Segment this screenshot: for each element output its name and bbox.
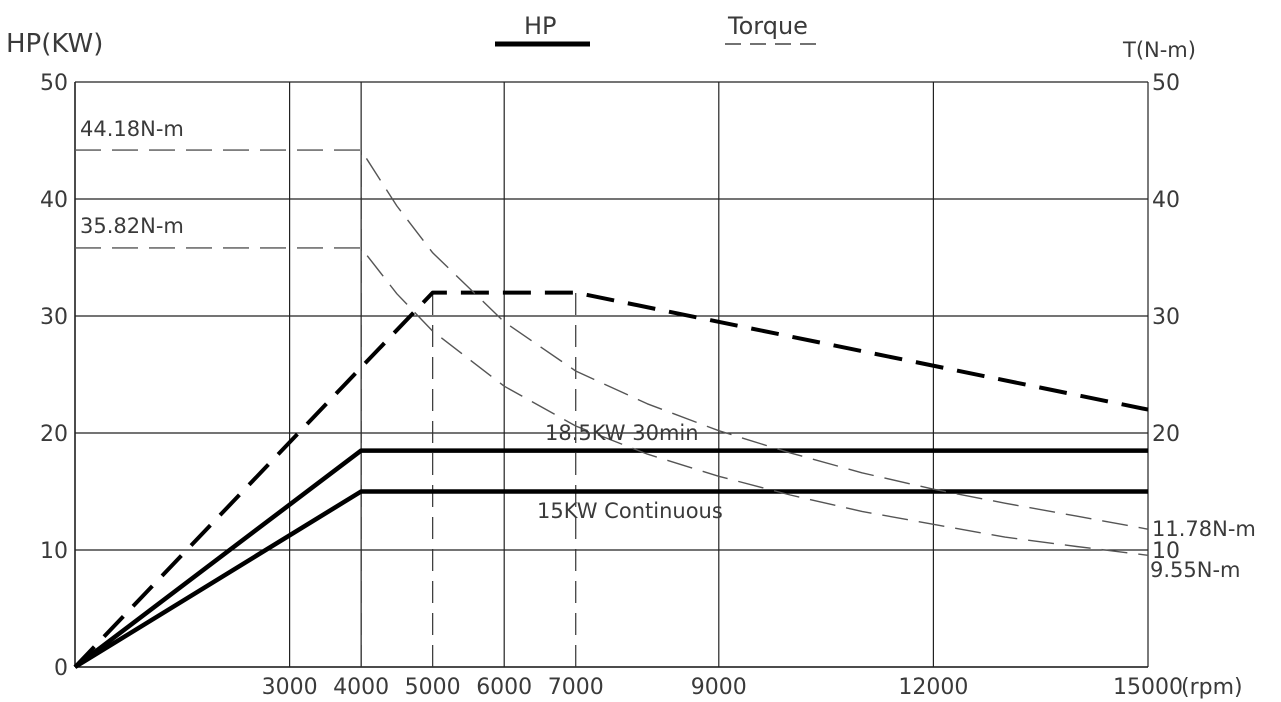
- x-tick-label-6000: 6000: [476, 675, 532, 700]
- annotation-torque-cont: 35.82N-m: [80, 214, 184, 238]
- right-axis-label: T(N-m): [1122, 38, 1196, 62]
- x-tick-label-5000: 5000: [405, 675, 461, 700]
- power-curve-0: [73, 448, 1148, 669]
- x-tick-label-3000: 3000: [262, 675, 318, 700]
- y-right-tick-label-10: 10: [1152, 539, 1180, 564]
- grid: [74, 81, 1149, 668]
- y-right-tick-label-30: 30: [1152, 305, 1180, 330]
- legend: HP Torque: [495, 12, 820, 47]
- annotation-power-continuous: 15KW Continuous: [537, 499, 723, 523]
- x-unit-label: (rpm): [1181, 675, 1243, 700]
- annotation-torque-cont-end: 9.55N-m: [1150, 558, 1241, 582]
- power-curve-1: [73, 489, 1148, 669]
- legend-label-hp: HP: [524, 12, 557, 40]
- x-tick-label-7000: 7000: [548, 675, 604, 700]
- x-tick-label-15000: 15000: [1113, 675, 1183, 700]
- annotation-power-30min: 18.5KW 30min: [545, 421, 699, 445]
- y-left-tick-label-10: 10: [40, 539, 68, 564]
- y-right-tick-label-20: 20: [1152, 422, 1180, 447]
- x-tick-label-9000: 9000: [691, 675, 747, 700]
- y-left-tick-label-20: 20: [40, 422, 68, 447]
- torque-curve-3: [75, 149, 1149, 530]
- y-left-tick-label-40: 40: [40, 188, 68, 213]
- x-tick-label-4000: 4000: [333, 675, 389, 700]
- series-lines: [73, 149, 1149, 669]
- power-curve-2: [73, 290, 1149, 669]
- torque-curve-4: [75, 247, 1149, 556]
- x-tick-label-12000: 12000: [898, 675, 968, 700]
- y-right-tick-label-40: 40: [1152, 188, 1180, 213]
- y-right-tick-label-50: 50: [1152, 71, 1180, 96]
- y-left-tick-label-0: 0: [54, 656, 68, 681]
- left-axis-label: HP(KW): [6, 29, 103, 59]
- annotation-torque-max-end: 11.78N-m: [1152, 517, 1256, 541]
- annotation-torque-max: 44.18N-m: [80, 117, 184, 141]
- annotations: 44.18N-m 35.82N-m 18.5KW 30min 15KW Cont…: [80, 117, 1256, 582]
- y-left-tick-label-50: 50: [40, 71, 68, 96]
- y-left-tick-label-30: 30: [40, 305, 68, 330]
- tick-labels: 3000 4000 5000 6000 7000 9000 12000 15000 0 10 20 3…: [40, 71, 1183, 700]
- legend-label-torque: Torque: [727, 12, 808, 40]
